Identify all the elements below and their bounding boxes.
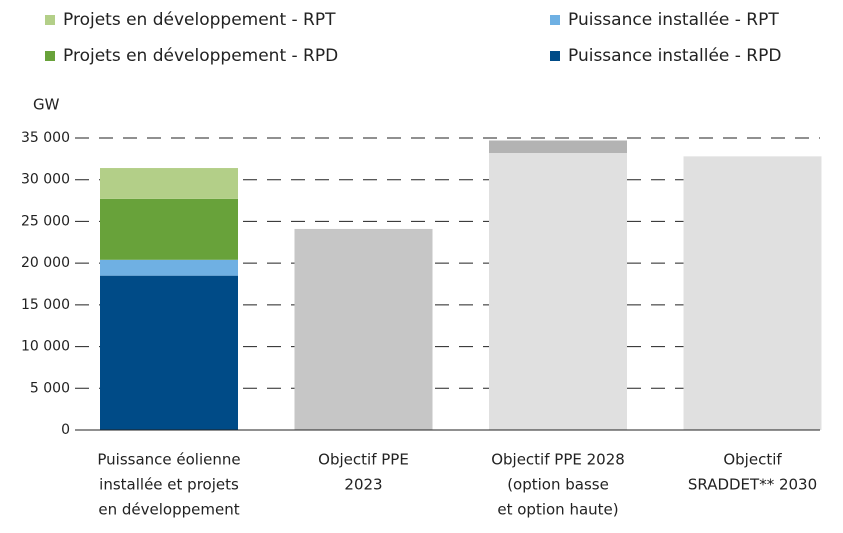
y-tick-label: 25 000 <box>21 213 70 229</box>
x-tick-label: Puissance éolienne <box>97 451 240 469</box>
y-tick-label: 5 000 <box>30 380 70 396</box>
x-tick-label: et option haute) <box>497 501 618 519</box>
bar <box>294 228 433 430</box>
bar <box>683 156 822 430</box>
bar-segment <box>100 198 238 260</box>
legend-swatch <box>45 51 55 61</box>
x-tick-label: installée et projets <box>99 476 239 494</box>
legend-swatch <box>45 15 55 25</box>
bar-segment <box>100 275 238 430</box>
legend-label: Puissance installée - RPT <box>568 10 779 30</box>
bar-segment <box>100 259 238 276</box>
legend-swatch <box>550 15 560 25</box>
legend-label: Puissance installée - RPD <box>568 46 781 66</box>
x-tick-label: (option basse <box>507 476 609 494</box>
y-tick-label: 30 000 <box>21 172 70 188</box>
y-tick-label: 15 000 <box>21 297 70 313</box>
x-tick-label: SRADDET** 2030 <box>688 476 817 494</box>
y-axis-label: GW <box>33 96 60 114</box>
x-tick-label: 2023 <box>344 476 382 494</box>
bar-segment <box>100 168 238 199</box>
y-tick-label: 20 000 <box>21 255 70 271</box>
bar <box>489 153 627 430</box>
x-tick-label: en développement <box>98 501 239 519</box>
x-tick-label: Objectif <box>723 451 782 469</box>
y-tick-label: 10 000 <box>21 339 70 355</box>
y-tick-label: 0 <box>61 422 70 438</box>
x-tick-label: Objectif PPE 2028 <box>491 451 625 469</box>
legend-label: Projets en développement - RPT <box>63 10 336 30</box>
legend-label: Projets en développement - RPD <box>63 46 338 66</box>
legend-swatch <box>550 51 560 61</box>
x-tick-label: Objectif PPE <box>318 451 409 469</box>
y-tick-label: 35 000 <box>21 130 70 146</box>
